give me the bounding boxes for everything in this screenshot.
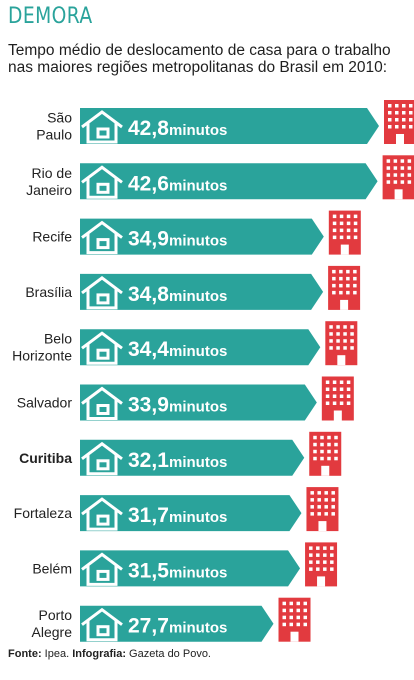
building-icon — [328, 210, 361, 255]
category-label: Salvador — [17, 395, 73, 411]
value-label: 31,5 — [128, 559, 169, 582]
bar — [80, 495, 302, 532]
house-icon — [81, 276, 123, 310]
source-value: Ipea. — [44, 648, 70, 660]
bar-row: 32,1 minutos Curitiba — [19, 431, 342, 476]
category-label: Rio de — [32, 165, 73, 181]
bar — [80, 273, 324, 310]
category-label: Brasília — [25, 284, 72, 300]
category-label: Belo — [44, 331, 72, 347]
bar — [80, 108, 379, 144]
value-label: 42,6 — [128, 172, 169, 195]
unit-label: minutos — [169, 564, 227, 581]
building-icon — [278, 597, 311, 642]
unit-label: minutos — [169, 343, 227, 360]
value-label: 34,9 — [128, 228, 169, 251]
house-icon — [81, 386, 123, 420]
unit-label: minutos — [169, 177, 227, 194]
value-label: 33,9 — [128, 394, 169, 417]
unit-label: minutos — [169, 122, 227, 139]
unit-label: minutos — [169, 288, 227, 305]
value-label: 34,8 — [128, 283, 169, 306]
value-label: 34,4 — [128, 338, 169, 361]
credit-label: Infografia: — [72, 648, 126, 660]
building-icon — [306, 487, 339, 532]
bar — [80, 218, 324, 255]
bar-row: 31,7 minutos Fortaleza — [14, 487, 339, 532]
category-label: São — [47, 110, 72, 126]
value-label: 27,7 — [128, 615, 169, 638]
value-label: 32,1 — [128, 449, 169, 472]
building-icon — [305, 542, 338, 587]
bar-row: 34,8 minutos Brasília — [25, 265, 361, 310]
house-icon — [81, 220, 123, 255]
building-icon — [325, 321, 358, 366]
building-icon — [309, 431, 342, 476]
unit-label: minutos — [169, 454, 227, 471]
bar — [80, 439, 305, 476]
chart-subtitle: Tempo médio de deslocamento de casa para… — [8, 42, 391, 76]
bar — [80, 384, 317, 421]
source-note: Fonte: Ipea. Infografia: Gazeta do Povo. — [8, 648, 211, 660]
bar — [80, 329, 321, 366]
house-icon — [81, 110, 123, 144]
source-label: Fonte: — [8, 648, 42, 660]
house-icon — [81, 552, 123, 586]
credit-value: Gazeta do Povo. — [129, 648, 211, 660]
house-icon — [81, 441, 123, 476]
house-icon — [81, 497, 123, 531]
bar-row: 34,9 minutos Recife — [32, 210, 361, 255]
house-icon — [81, 165, 123, 199]
category-label: Recife — [32, 229, 72, 245]
bar — [80, 163, 378, 200]
bar — [80, 605, 274, 642]
category-label: Curitiba — [19, 450, 72, 466]
unit-label: minutos — [169, 620, 227, 637]
category-label: Paulo — [36, 127, 72, 143]
bar-row: 31,5 minutos Belém — [32, 542, 338, 587]
unit-label: minutos — [169, 399, 227, 416]
value-label: 31,7 — [128, 504, 169, 527]
category-label: Porto — [39, 607, 73, 623]
building-icon — [321, 376, 354, 421]
value-label: 42,8 — [128, 117, 169, 140]
category-label: Horizonte — [12, 348, 72, 364]
bar-row: 33,9 minutos Salvador — [17, 376, 354, 421]
house-icon — [81, 607, 123, 642]
building-icon — [384, 100, 414, 144]
category-label: Alegre — [32, 624, 73, 640]
unit-label: minutos — [169, 233, 227, 250]
bar — [80, 550, 301, 587]
chart-title: DEMORA — [8, 4, 93, 29]
unit-label: minutos — [169, 509, 227, 526]
category-label: Janeiro — [26, 182, 72, 198]
category-label: Belém — [32, 560, 72, 576]
building-icon — [382, 155, 414, 200]
house-icon — [81, 331, 123, 365]
building-icon — [328, 265, 361, 310]
category-label: Fortaleza — [14, 505, 73, 521]
